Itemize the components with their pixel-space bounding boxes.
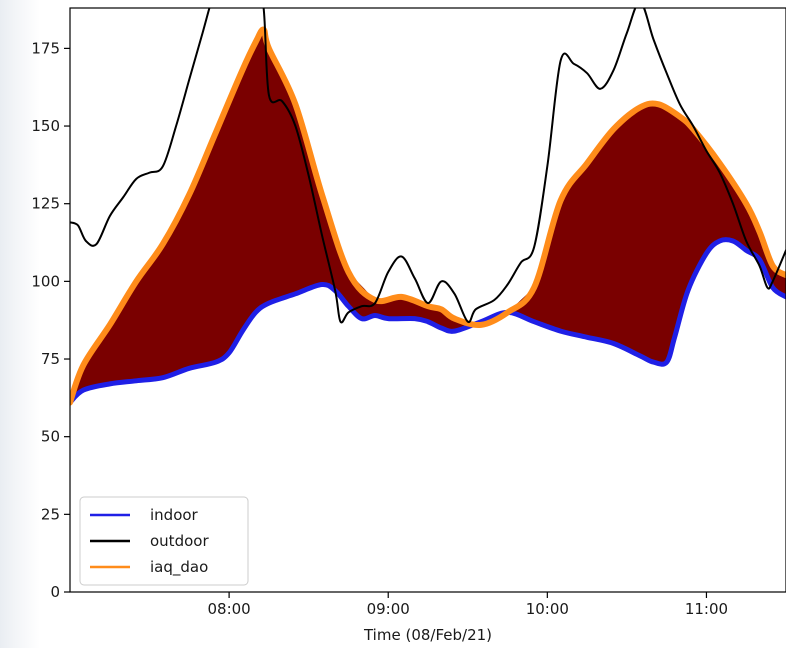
y-tick-label: 100 <box>31 272 60 290</box>
x-tick-label: 09:00 <box>367 600 410 618</box>
series-line-indoor <box>70 237 786 405</box>
x-tick-label: 08:00 <box>207 600 250 618</box>
y-tick-label: 50 <box>41 428 60 446</box>
axes-layer: 0 25 50 75 100 125 150 175 08:00 09:00 10:00 11:00 <box>31 7 786 618</box>
fill-between-area <box>70 29 786 403</box>
legend: indoor outdoor iaq_dao <box>79 496 249 586</box>
y-tick-label: 75 <box>41 350 60 368</box>
series-layer <box>70 8 786 406</box>
y-tick-label: 125 <box>31 195 60 213</box>
y-tick-label: 25 <box>41 505 60 523</box>
y-tick-label: 175 <box>31 39 60 57</box>
y-tick-label: 150 <box>31 117 60 135</box>
x-axis-title: Time (08/Feb/21) <box>363 626 492 644</box>
series-line-outdoor <box>70 8 786 324</box>
legend-label-outdoor: outdoor <box>150 532 209 550</box>
legend-label-iaq-dao: iaq_dao <box>150 558 208 577</box>
legend-box <box>79 496 249 586</box>
legend-label-indoor: indoor <box>150 506 199 524</box>
fill-between-layer <box>70 29 786 403</box>
y-tick-label: 0 <box>50 583 60 601</box>
x-tick-label: 10:00 <box>526 600 569 618</box>
plot-frame <box>69 7 786 593</box>
series-line-iaq-dao <box>70 26 786 406</box>
x-tick-label: 11:00 <box>685 600 728 618</box>
